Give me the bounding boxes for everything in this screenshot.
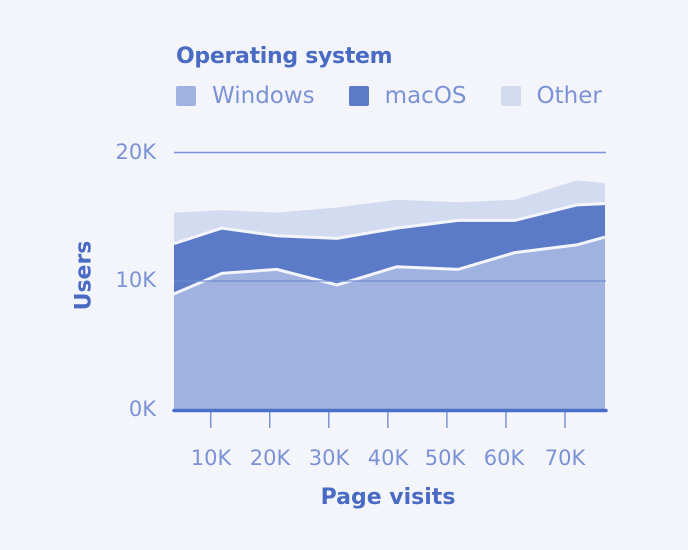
x-axis-ticks [209,412,566,428]
windows-swatch-icon [176,86,196,106]
x-tick-20k: 20K [249,446,291,470]
legend-label-windows: Windows [212,83,315,109]
legend: Windows macOS Other [176,83,636,109]
legend-label-other: Other [536,83,602,109]
separator-macos [173,202,606,246]
x-tick-40k: 40K [367,446,409,470]
x-tick-60k: 60K [483,446,525,470]
x-axis-label: Page visits [320,485,456,510]
legend-title: Operating system [176,44,393,69]
y-tick-20k: 20K [115,140,157,164]
x-tick-50k: 50K [424,446,466,470]
legend-item-windows[interactable]: Windows [176,83,315,109]
area-macos[interactable] [174,203,605,294]
area-other[interactable] [174,180,605,244]
x-tick-30k: 30K [308,446,350,470]
y-axis-label: Users [71,240,97,311]
legend-item-other[interactable]: Other [500,83,602,109]
y-tick-10k: 10K [115,268,157,292]
legend-label-macos: macOS [384,83,467,109]
stacked-areas [173,180,606,410]
other-swatch-icon [500,86,521,106]
legend-item-macos[interactable]: macOS [348,83,467,109]
macos-swatch-icon [348,86,369,106]
separator-windows [173,235,606,296]
y-tick-0k: 0K [128,397,156,421]
x-tick-70k: 70K [544,446,586,470]
x-tick-10k: 10K [190,446,232,470]
